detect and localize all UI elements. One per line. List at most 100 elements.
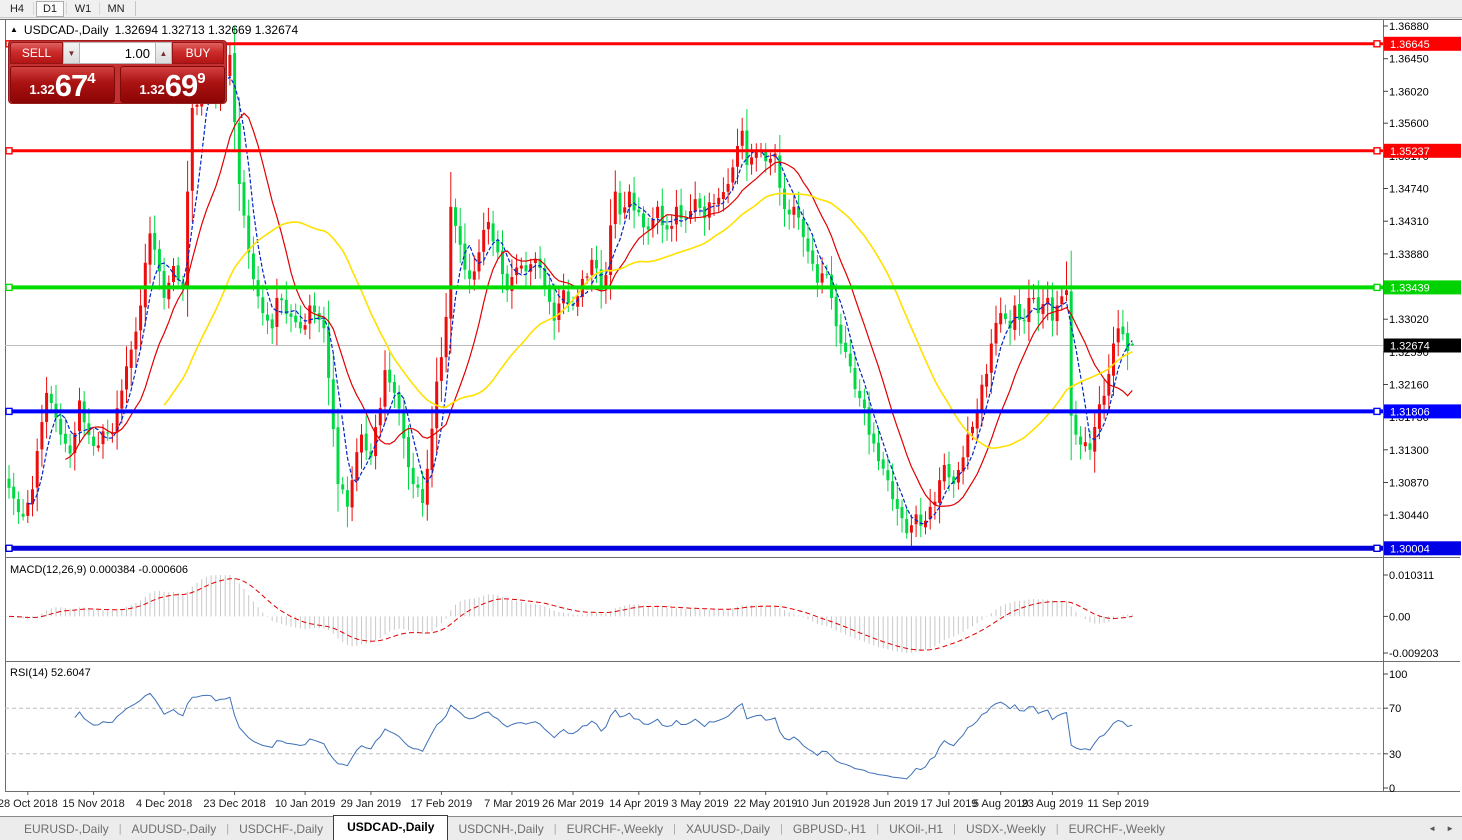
- timeframe-button-w1[interactable]: W1: [69, 0, 97, 17]
- tab-scroll-right-icon[interactable]: ►: [1446, 824, 1454, 833]
- macd-signal-line: [8, 577, 1133, 651]
- svg-text:15 Nov 2018: 15 Nov 2018: [62, 798, 124, 810]
- tab-separator: |: [118, 822, 122, 835]
- moving-average-13: [65, 112, 1133, 508]
- svg-text:100: 100: [1389, 669, 1407, 681]
- price-axis-badges: 1.36645 1.35237 1.33439 1.32674 1.31806 1.300…: [1384, 36, 1461, 556]
- pane-borders: [0, 19, 1462, 792]
- svg-text:11 Sep 2019: 11 Sep 2019: [1087, 798, 1149, 810]
- tab-scroll-arrows: ◄ ►: [1428, 824, 1462, 833]
- timeframe-button-mn[interactable]: MN: [102, 0, 130, 17]
- svg-text:0.010311: 0.010311: [1389, 570, 1434, 582]
- tab-xauusd-daily[interactable]: XAUUSD-,Daily: [685, 821, 770, 836]
- tab-usdcad-daily[interactable]: USDCAD-,Daily: [333, 815, 449, 840]
- tab-audusd-daily[interactable]: AUDUSD-,Daily: [131, 821, 217, 836]
- svg-text:0.00: 0.00: [1389, 611, 1410, 623]
- svg-text:1.33880: 1.33880: [1389, 249, 1429, 261]
- macd-label: MACD(12,26,9) 0.000384 -0.000606: [10, 564, 188, 576]
- tab-eurchf-weekly[interactable]: EURCHF-,Weekly: [566, 821, 664, 836]
- svg-text:23 Aug 2019: 23 Aug 2019: [1022, 798, 1084, 810]
- svg-text:1.30870: 1.30870: [1389, 478, 1429, 490]
- moving-average-34: [163, 192, 1133, 449]
- tab-separator: |: [953, 822, 956, 835]
- timeframe-button-h4[interactable]: H4: [3, 0, 31, 17]
- timeframe-button-d1[interactable]: D1: [36, 0, 64, 17]
- svg-text:1.31300: 1.31300: [1389, 445, 1429, 457]
- rsi-line: [74, 692, 1133, 780]
- svg-text:3 May 2019: 3 May 2019: [671, 798, 728, 810]
- tab-usdx-weekly[interactable]: USDX-,Weekly: [965, 821, 1046, 836]
- macd-indicator: 0.010311 0.00 -0.009203: [8, 570, 1439, 660]
- toolbar-separator: [66, 2, 67, 15]
- tab-eurusd-daily[interactable]: EURUSD-,Daily: [24, 821, 109, 836]
- svg-text:1.34310: 1.34310: [1389, 216, 1429, 228]
- toolbar-divider: [135, 1, 136, 16]
- rsi-indicator: 100 70 30 0: [5, 669, 1407, 795]
- sell-price-pip: 4: [87, 70, 96, 87]
- svg-text:1.35237: 1.35237: [1390, 146, 1430, 158]
- tab-usdcnh-daily[interactable]: USDCNH-,Daily: [458, 821, 544, 836]
- tab-separator: |: [673, 822, 676, 835]
- svg-text:23 Dec 2018: 23 Dec 2018: [203, 798, 265, 810]
- horizontal-line-1.35237[interactable]: [5, 147, 1383, 155]
- chart-symbol-period: USDCAD-,Daily: [23, 23, 109, 37]
- tab-gbpusd-h1[interactable]: GBPUSD-,H1: [792, 821, 867, 836]
- svg-text:26 Mar 2019: 26 Mar 2019: [542, 798, 604, 810]
- volume-decrease-button[interactable]: ▼: [63, 42, 80, 64]
- chevron-down-icon: ▼: [67, 48, 76, 58]
- volume-increase-button[interactable]: ▲: [155, 42, 172, 64]
- sell-price-big: 67: [54, 68, 88, 103]
- chevron-up-icon: ▲: [159, 48, 168, 58]
- svg-text:17 Jul 2019: 17 Jul 2019: [921, 798, 978, 810]
- buy-price-big: 69: [164, 68, 198, 103]
- date-axis: 28 Oct 2018 15 Nov 2018 4 Dec 2018 23 Dec 2…: [0, 791, 1149, 810]
- svg-text:1.36450: 1.36450: [1389, 54, 1429, 66]
- tab-separator: |: [876, 822, 880, 835]
- buy-price-pip: 9: [197, 70, 206, 87]
- tab-separator: |: [1055, 822, 1059, 835]
- svg-text:1.33020: 1.33020: [1389, 314, 1429, 326]
- symbol-tab-bar: EURUSD-,Daily | AUDUSD-,Daily | USDCHF-,Dail…: [0, 815, 1462, 840]
- svg-text:1.36645: 1.36645: [1390, 39, 1430, 51]
- svg-text:28 Oct 2018: 28 Oct 2018: [0, 798, 58, 810]
- chart-ohlc-values: 1.32694 1.32713 1.32669 1.32674: [114, 23, 299, 37]
- svg-text:14 Apr 2019: 14 Apr 2019: [609, 798, 668, 810]
- tab-ukoil-h1[interactable]: UKOil-,H1: [889, 821, 944, 836]
- tab-separator: |: [553, 822, 557, 835]
- svg-text:1.30440: 1.30440: [1389, 510, 1429, 522]
- buy-price-display[interactable]: 1.32 69 9: [120, 66, 225, 103]
- svg-text:10 Jun 2019: 10 Jun 2019: [797, 798, 858, 810]
- buy-button[interactable]: BUY: [172, 42, 224, 64]
- svg-text:70: 70: [1389, 703, 1401, 715]
- volume-input[interactable]: [80, 42, 155, 64]
- rsi-label: RSI(14) 52.6047: [10, 667, 91, 679]
- tab-scroll-left-icon[interactable]: ◄: [1428, 824, 1437, 833]
- horizontal-line-1.33439[interactable]: [5, 283, 1383, 292]
- svg-text:1.33439: 1.33439: [1390, 282, 1430, 294]
- horizontal-line-1.30004[interactable]: [5, 544, 1383, 552]
- svg-text:10 Jan 2019: 10 Jan 2019: [275, 798, 336, 810]
- buy-price-prefix: 1.32: [139, 82, 165, 97]
- svg-text:7 Mar 2019: 7 Mar 2019: [484, 798, 540, 810]
- chart-canvas: 1.368801.364501.360201.356001.351701.347…: [0, 19, 1462, 816]
- horizontal-line-1.31806[interactable]: [5, 407, 1383, 416]
- svg-text:1.35600: 1.35600: [1389, 118, 1429, 130]
- sell-button[interactable]: SELL: [10, 42, 63, 64]
- svg-text:-0.009203: -0.009203: [1389, 648, 1439, 660]
- chart-title-bar: ▲ USDCAD-,Daily 1.32694 1.32713 1.32669 …: [10, 23, 298, 37]
- svg-text:0: 0: [1389, 783, 1395, 795]
- toolbar-separator: [33, 2, 34, 15]
- svg-text:1.32674: 1.32674: [1390, 341, 1430, 353]
- toolbar-separator: [99, 2, 100, 15]
- svg-text:1.31806: 1.31806: [1390, 406, 1430, 418]
- svg-text:4 Dec 2018: 4 Dec 2018: [136, 798, 192, 810]
- tab-usdchf-daily[interactable]: USDCHF-,Daily: [239, 821, 324, 836]
- timeframe-toolbar: H4 D1 W1 MN: [0, 0, 1462, 18]
- sell-price-display[interactable]: 1.32 67 4: [10, 66, 115, 103]
- tab-eurchf-weekly[interactable]: EURCHF-,Weekly: [1068, 821, 1166, 836]
- sell-price-prefix: 1.32: [29, 82, 55, 97]
- svg-text:1.32160: 1.32160: [1389, 380, 1429, 392]
- collapse-icon[interactable]: ▲: [10, 24, 18, 34]
- svg-text:29 Jan 2019: 29 Jan 2019: [341, 798, 402, 810]
